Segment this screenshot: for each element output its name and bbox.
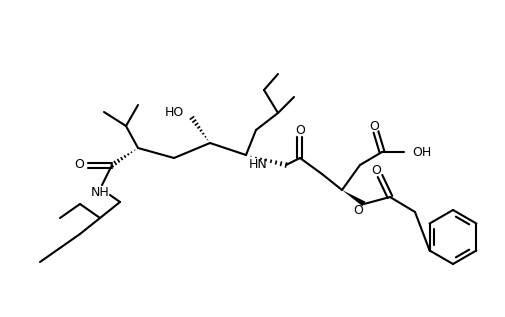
Text: HO: HO xyxy=(165,106,184,119)
Polygon shape xyxy=(341,190,365,206)
Text: NH: NH xyxy=(90,185,109,198)
Text: O: O xyxy=(368,120,378,133)
Text: O: O xyxy=(370,164,380,177)
Text: O: O xyxy=(294,125,305,138)
Text: OH: OH xyxy=(411,146,430,158)
Text: O: O xyxy=(352,204,362,217)
Text: O: O xyxy=(74,158,84,171)
Text: HN: HN xyxy=(249,158,268,171)
